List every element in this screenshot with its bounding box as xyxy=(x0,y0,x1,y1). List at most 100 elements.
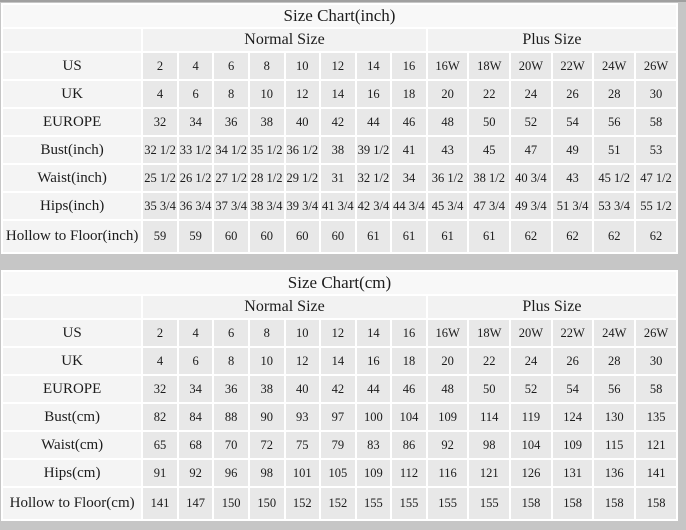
size-value-cell: 58 xyxy=(636,109,676,135)
table-title: Size Chart(cm) xyxy=(3,272,676,294)
row-label: EUROPE xyxy=(3,109,142,135)
size-value-cell: 41 3/4 xyxy=(321,193,355,219)
size-value-cell: 39 3/4 xyxy=(285,193,320,219)
size-value-cell: 16 xyxy=(392,53,426,79)
size-value-cell: 34 xyxy=(178,376,213,402)
size-value-cell: 43 xyxy=(427,137,468,163)
size-value-cell: 39 1/2 xyxy=(356,137,391,163)
size-value-cell: 155 xyxy=(356,488,391,519)
size-value-cell: 152 xyxy=(321,488,355,519)
size-value-cell: 90 xyxy=(249,404,284,430)
size-value-cell: 47 1/2 xyxy=(636,165,676,191)
size-value-cell: 8 xyxy=(249,53,284,79)
table-row: Hollow to Floor(cm) 141 147 150 150 152 152 155… xyxy=(3,488,676,519)
table-row: US 2 4 6 8 10 12 14 16 16W 18W 20W 22W 24W 26W xyxy=(3,320,676,346)
size-value-cell: 35 3/4 xyxy=(143,193,177,219)
size-value-cell: 61 xyxy=(427,221,468,252)
size-value-cell: 32 xyxy=(143,109,177,135)
size-value-cell: 65 xyxy=(143,432,177,458)
size-value-cell: 47 xyxy=(511,137,551,163)
size-value-cell: 109 xyxy=(552,432,593,458)
size-value-cell: 18W xyxy=(469,53,510,79)
row-label: Bust(cm) xyxy=(3,404,142,430)
size-value-cell: 60 xyxy=(249,221,284,252)
page-top-edge xyxy=(0,0,686,2)
size-value-cell: 8 xyxy=(249,320,284,346)
size-value-cell: 92 xyxy=(427,432,468,458)
size-value-cell: 36 1/2 xyxy=(427,165,468,191)
size-value-cell: 150 xyxy=(214,488,248,519)
size-value-cell: 38 3/4 xyxy=(249,193,284,219)
row-label: US xyxy=(3,53,142,79)
size-group-header-row: Normal Size Plus Size xyxy=(3,29,676,51)
size-value-cell: 10 xyxy=(285,320,320,346)
size-value-cell: 46 xyxy=(392,376,426,402)
size-value-cell: 16 xyxy=(392,320,426,346)
size-value-cell: 36 xyxy=(214,376,248,402)
size-value-cell: 28 1/2 xyxy=(249,165,284,191)
size-value-cell: 62 xyxy=(552,221,593,252)
size-value-cell: 44 xyxy=(356,109,391,135)
size-value-cell: 8 xyxy=(214,81,248,107)
row-label: Waist(inch) xyxy=(3,165,142,191)
size-value-cell: 6 xyxy=(178,81,213,107)
row-label: UK xyxy=(3,348,142,374)
size-value-cell: 47 3/4 xyxy=(469,193,510,219)
size-value-cell: 88 xyxy=(214,404,248,430)
size-value-cell: 4 xyxy=(178,320,213,346)
row-label: Hips(inch) xyxy=(3,193,142,219)
size-value-cell: 24W xyxy=(594,53,635,79)
size-value-cell: 38 xyxy=(321,137,355,163)
size-value-cell: 50 xyxy=(469,376,510,402)
size-value-cell: 4 xyxy=(143,348,177,374)
size-value-cell: 62 xyxy=(636,221,676,252)
size-value-cell: 34 xyxy=(178,109,213,135)
size-value-cell: 14 xyxy=(321,81,355,107)
size-value-cell: 91 xyxy=(143,460,177,486)
row-label: Bust(inch) xyxy=(3,137,142,163)
size-value-cell: 53 3/4 xyxy=(594,193,635,219)
size-value-cell: 16W xyxy=(427,320,468,346)
size-value-cell: 20 xyxy=(427,81,468,107)
size-value-cell: 49 xyxy=(552,137,593,163)
size-value-cell: 42 3/4 xyxy=(356,193,391,219)
size-value-cell: 28 xyxy=(594,81,635,107)
size-value-cell: 40 xyxy=(285,109,320,135)
size-value-cell: 37 3/4 xyxy=(214,193,248,219)
size-value-cell: 41 xyxy=(392,137,426,163)
size-value-cell: 14 xyxy=(356,53,391,79)
size-value-cell: 155 xyxy=(392,488,426,519)
size-value-cell: 141 xyxy=(143,488,177,519)
table-row: Hollow to Floor(inch) 59 59 60 60 60 60 61 61 61 6… xyxy=(3,221,676,252)
size-value-cell: 12 xyxy=(285,348,320,374)
size-value-cell: 20 xyxy=(427,348,468,374)
size-value-cell: 136 xyxy=(594,460,635,486)
size-value-cell: 6 xyxy=(178,348,213,374)
size-value-cell: 46 xyxy=(392,109,426,135)
size-value-cell: 96 xyxy=(214,460,248,486)
size-value-cell: 10 xyxy=(285,53,320,79)
size-value-cell: 14 xyxy=(321,348,355,374)
size-value-cell: 83 xyxy=(356,432,391,458)
size-value-cell: 82 xyxy=(143,404,177,430)
size-value-cell: 100 xyxy=(356,404,391,430)
size-value-cell: 84 xyxy=(178,404,213,430)
size-chart-cm-body: US 2 4 6 8 10 12 14 16 16W 18W 20W 22W 24W 26W UK 4 6 8 10 1… xyxy=(3,320,676,519)
size-value-cell: 116 xyxy=(427,460,468,486)
size-value-cell: 6 xyxy=(214,320,248,346)
size-value-cell: 38 xyxy=(249,376,284,402)
size-value-cell: 51 xyxy=(594,137,635,163)
table-title-row: Size Chart(inch) xyxy=(3,5,676,27)
size-value-cell: 158 xyxy=(511,488,551,519)
size-value-cell: 79 xyxy=(321,432,355,458)
size-value-cell: 26W xyxy=(636,53,676,79)
size-value-cell: 4 xyxy=(143,81,177,107)
size-value-cell: 36 xyxy=(214,109,248,135)
size-value-cell: 26 1/2 xyxy=(178,165,213,191)
table-row: Waist(cm) 65 68 70 72 75 79 83 86 92 98 104 109 115 12… xyxy=(3,432,676,458)
size-value-cell: 22W xyxy=(552,53,593,79)
size-value-cell: 24 xyxy=(511,348,551,374)
size-value-cell: 101 xyxy=(285,460,320,486)
table-row: Hips(inch) 35 3/4 36 3/4 37 3/4 38 3/4 39 3/4… xyxy=(3,193,676,219)
